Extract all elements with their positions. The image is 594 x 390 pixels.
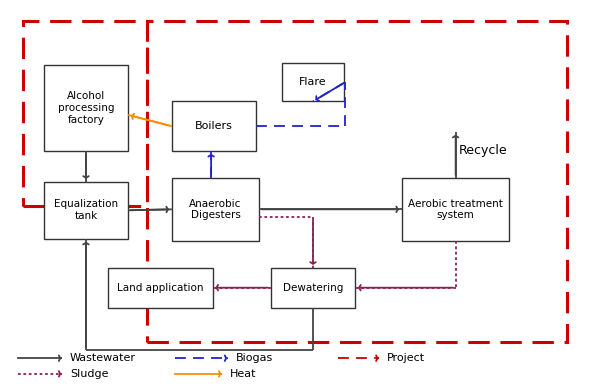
Text: Boilers: Boilers <box>195 121 233 131</box>
Text: Land application: Land application <box>117 283 204 292</box>
Bar <box>402 178 510 241</box>
Text: Project: Project <box>387 353 425 363</box>
Bar <box>108 268 213 308</box>
Text: Dewatering: Dewatering <box>283 283 343 292</box>
Text: Wastewater: Wastewater <box>70 353 136 363</box>
Text: Heat: Heat <box>230 369 257 379</box>
Bar <box>172 101 256 151</box>
Text: Biogas: Biogas <box>236 353 273 363</box>
Bar <box>282 63 343 101</box>
Text: Alcohol
processing
factory: Alcohol processing factory <box>58 91 114 125</box>
Text: Aerobic treatment
system: Aerobic treatment system <box>408 199 503 220</box>
Text: Anaerobic
Digesters: Anaerobic Digesters <box>189 199 242 220</box>
Bar <box>44 182 128 239</box>
Bar <box>172 178 259 241</box>
Bar <box>44 65 128 151</box>
Bar <box>147 21 567 342</box>
Text: Equalization
tank: Equalization tank <box>54 200 118 221</box>
Text: Flare: Flare <box>299 77 327 87</box>
Bar <box>23 21 147 206</box>
Text: Sludge: Sludge <box>70 369 109 379</box>
Bar <box>271 268 355 308</box>
Text: Recycle: Recycle <box>459 144 508 157</box>
